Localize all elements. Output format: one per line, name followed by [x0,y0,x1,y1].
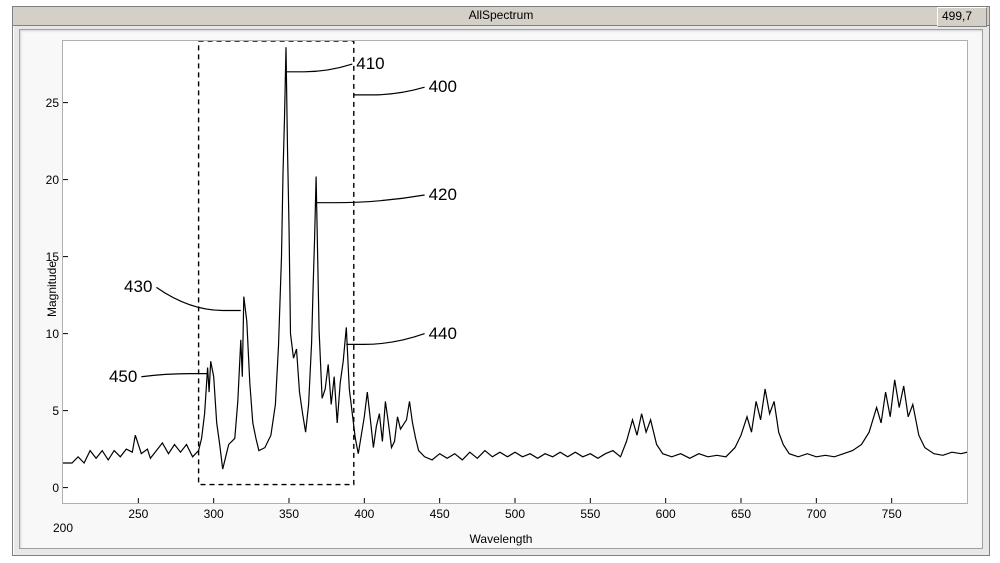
annotation-430: 430 [124,277,152,297]
x-tick-label: 600 [656,507,676,521]
annotation-450: 450 [109,367,137,387]
spectrum-window: AllSpectrum 499,7 Magnitude Wavelength 0… [12,6,990,556]
plot-area[interactable]: 0510152025250300350400450500550600650700… [62,40,968,504]
window-title: AllSpectrum [469,8,534,22]
y-tick-label: 10 [46,327,59,341]
annotation-420: 420 [429,185,457,205]
plot-panel: Magnitude Wavelength 0 5 10 15 20 25 250 300 350… [19,29,983,549]
y-tick-label: 5 [52,404,59,418]
y-tick-label: 15 [46,250,59,264]
y-tick-label: 0 [52,481,59,495]
x-tick-label: 550 [580,507,600,521]
y-tick-label: 25 [46,96,59,110]
x-origin-label: 200 [53,521,73,535]
x-tick-label: 750 [882,507,902,521]
titlebar: AllSpectrum 499,7 [13,7,989,26]
y-axis-label: Magnitude [45,261,59,317]
spectrum-chart [63,41,967,503]
x-tick-label: 450 [430,507,450,521]
x-tick-label: 700 [806,507,826,521]
annotation-440: 440 [429,324,457,344]
x-tick-label: 350 [279,507,299,521]
x-tick-label: 250 [128,507,148,521]
x-tick-label: 300 [204,507,224,521]
x-axis-label: Wavelength [470,532,533,546]
corner-readout: 499,7 [937,7,987,27]
y-tick-label: 20 [46,173,59,187]
x-tick-label: 400 [354,507,374,521]
annotation-400: 400 [429,77,457,97]
x-tick-label: 650 [731,507,751,521]
annotation-410: 410 [356,54,384,74]
x-tick-label: 500 [505,507,525,521]
